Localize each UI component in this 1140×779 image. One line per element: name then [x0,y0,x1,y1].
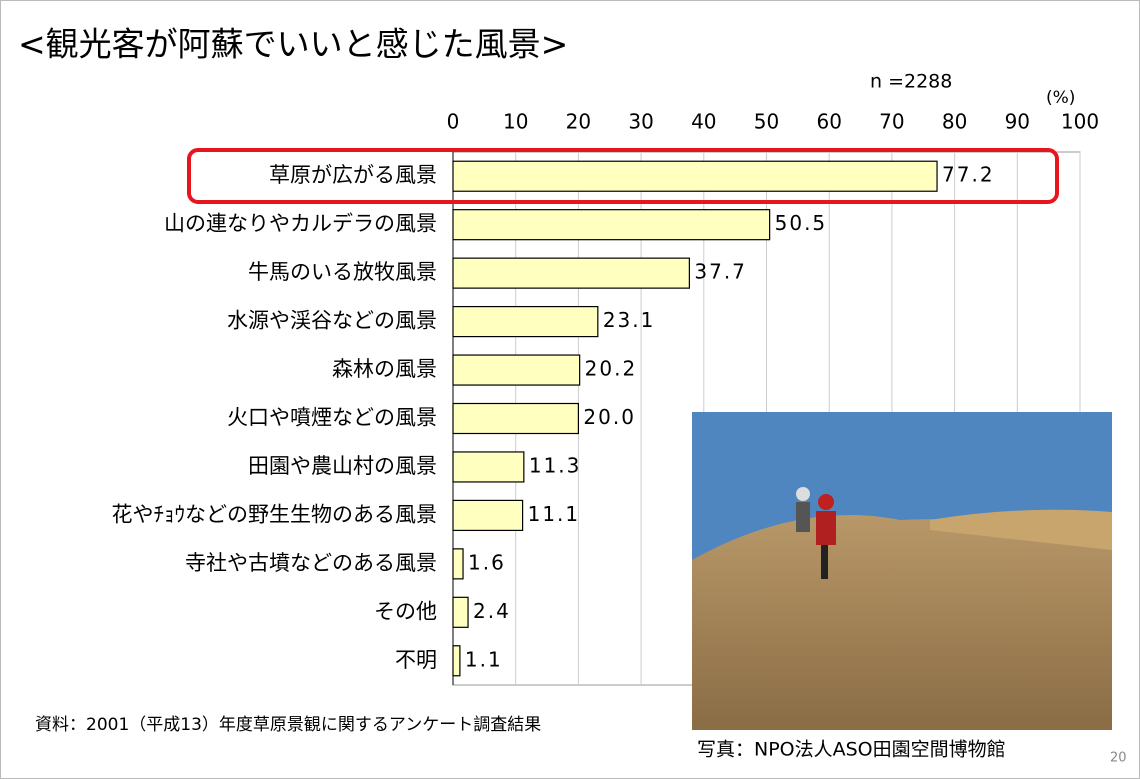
bar [453,307,598,337]
x-tick-label: 80 [942,110,967,134]
x-tick-label: 20 [566,110,591,134]
slide: <観光客が阿蘇でいいと感じた風景> n =2288 (%) 0 10 20 30 40 5… [0,0,1140,779]
y-tick-label: 不明 [395,648,437,672]
y-tick-label: 寺社や古墳などのある風景 [185,551,437,575]
x-tick-label: 70 [879,110,904,134]
photo-caption: 写真：NPO法人ASO田園空間博物館 [697,739,1006,761]
sample-size: n =2288 [870,71,952,93]
value-label: 11.3 [529,453,582,477]
value-label: 77.2 [942,163,995,187]
y-tick-label: 草原が広がる風景 [269,163,437,187]
value-label: 37.7 [694,260,747,284]
source-note: 資料：2001（平成13）年度草原景観に関するアンケート調査結果 [35,715,541,735]
photo-rider [796,487,810,501]
bar [453,404,578,434]
page-number: 20 [1110,751,1127,766]
x-tick-label: 10 [503,110,528,134]
y-tick-label: 火口や噴煙などの風景 [227,406,437,430]
bar [453,355,580,385]
x-tick-label: 90 [1005,110,1030,134]
chart-title: <観光客が阿蘇でいいと感じた風景> [18,25,568,64]
photo-rider [816,511,836,545]
x-tick-label: 0 [447,110,460,134]
bar [453,646,460,676]
bar [453,500,523,530]
x-tick-label: 100 [1061,110,1099,134]
bar [453,452,524,482]
bar [453,161,937,191]
x-tick-label: 60 [816,110,841,134]
value-label: 2.4 [473,599,511,623]
y-tick-label: 田園や農山村の風景 [248,454,437,478]
bar [453,549,463,579]
unit-label: (%) [1046,88,1075,108]
photo-grass [692,515,1112,730]
photo [692,412,1112,730]
y-tick-label: 牛馬のいる放牧風景 [248,260,437,284]
x-tick-label: 50 [754,110,779,134]
x-tick-label: 40 [691,110,716,134]
bar [453,210,770,240]
photo-rider [818,494,834,510]
photo-wheel [821,545,828,579]
value-label: 23.1 [603,308,656,332]
x-tick-label: 30 [628,110,653,134]
y-tick-label: 花やﾁｮｳなどの野生生物のある風景 [112,502,438,526]
value-label: 11.1 [528,502,581,526]
value-label: 1.1 [465,647,503,671]
bar [453,258,689,288]
bar [453,597,468,627]
photo-rider [796,502,810,532]
y-tick-label: 森林の風景 [332,357,437,381]
y-tick-label: 山の連なりやカルデラの風景 [164,212,437,236]
value-label: 1.6 [468,550,506,574]
value-label: 20.0 [583,405,636,429]
value-label: 50.5 [775,211,828,235]
y-tick-label: その他 [374,599,437,623]
y-tick-label: 水源や渓谷などの風景 [227,309,437,333]
value-label: 20.2 [585,357,638,381]
